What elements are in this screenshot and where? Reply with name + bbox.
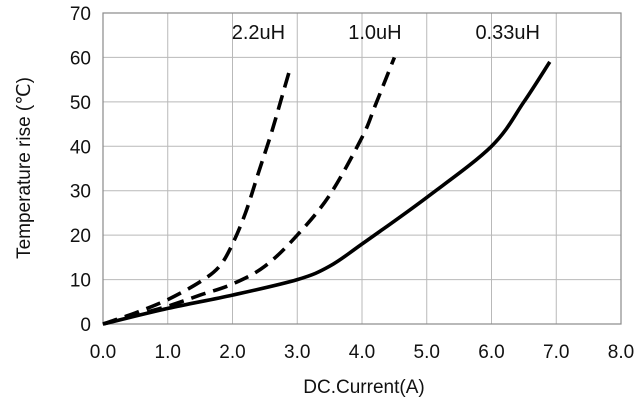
x-tick-label: 0.0 — [90, 342, 116, 363]
series-line-0-33uH — [102, 60, 552, 326]
y-tick-labels: 0 10 20 30 40 50 60 70 — [70, 4, 91, 336]
series-labels: 2.2uH 1.0uH 0.33uH — [232, 22, 540, 44]
y-tick-label: 30 — [70, 182, 91, 203]
y-tick-label: 70 — [70, 4, 91, 25]
x-tick-label: 4.0 — [349, 342, 375, 363]
series-label: 1.0uH — [348, 22, 401, 44]
y-tick-label: 0 — [80, 315, 91, 336]
series-lines — [102, 56, 552, 326]
y-tick-label: 40 — [70, 137, 91, 158]
x-tick-label: 8.0 — [608, 342, 634, 363]
x-tick-label: 5.0 — [414, 342, 440, 363]
series-label: 0.33uH — [475, 22, 540, 44]
y-tick-label: 60 — [70, 48, 91, 69]
x-tick-label: 2.0 — [219, 342, 245, 363]
series-line-2-2uH — [102, 65, 293, 326]
y-tick-label: 10 — [70, 271, 91, 292]
x-tick-label: 1.0 — [155, 342, 181, 363]
x-tick-label: 3.0 — [284, 342, 310, 363]
y-tick-label: 50 — [70, 93, 91, 114]
x-tick-label: 7.0 — [543, 342, 569, 363]
x-tick-labels: 0.0 1.0 2.0 3.0 4.0 5.0 6.0 7.0 8.0 — [90, 342, 634, 363]
grid — [103, 13, 621, 324]
x-axis-label: DC.Current(A) — [303, 377, 424, 398]
series-label: 2.2uH — [232, 22, 285, 44]
y-axis-label: Temperature rise (℃) — [14, 77, 35, 259]
x-tick-label: 6.0 — [478, 342, 504, 363]
plot-frame — [102, 12, 622, 325]
y-tick-label: 20 — [70, 226, 91, 247]
